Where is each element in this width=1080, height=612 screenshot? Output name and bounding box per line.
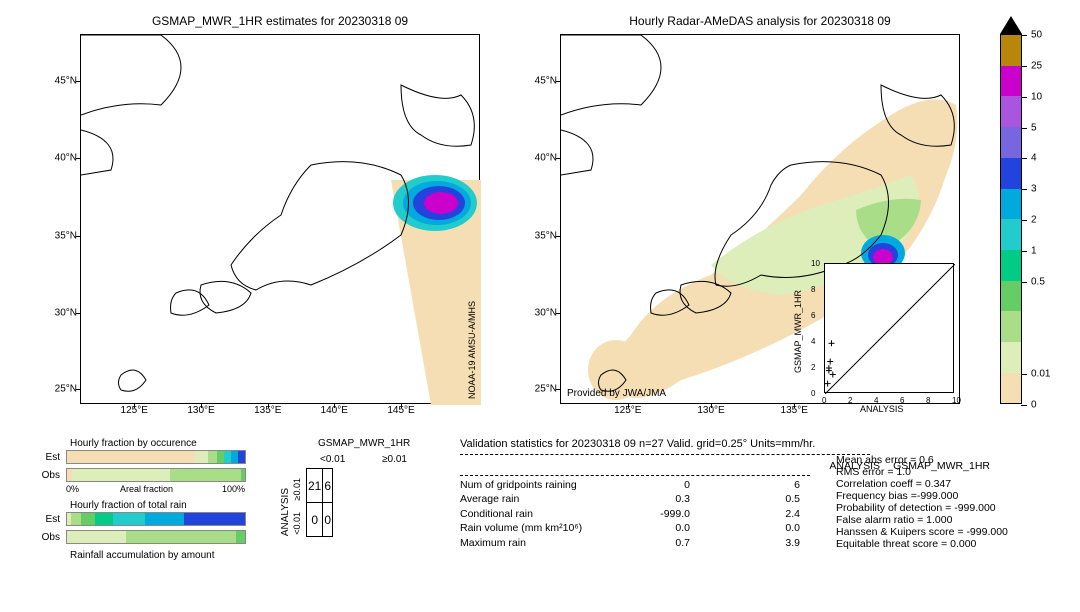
hf-est-label-2: Est xyxy=(30,514,60,525)
stats-right-row: Probability of detection = -999.000 xyxy=(836,502,1008,514)
ct-row1: ≥0.01 xyxy=(292,478,302,500)
ct-row2: <0.01 xyxy=(292,512,302,535)
colorbar-tick: 0 xyxy=(1031,400,1037,411)
stats-colh-0 xyxy=(460,459,810,473)
bar1-est xyxy=(66,450,246,464)
ytick-label: 35°N xyxy=(55,230,77,241)
colorbar-tick: 5 xyxy=(1031,122,1037,133)
ct-cell-00: 21 xyxy=(307,469,323,503)
scatter-ytick: 4 xyxy=(811,337,815,346)
stats-val-a: 0.0 xyxy=(620,521,700,535)
map1-panel: NOAA-19 AMSU-A/MHS 45°N40°N35°N30°N25°N1… xyxy=(80,34,480,404)
scatter-xtick: 8 xyxy=(926,396,930,405)
scatter-xtick: 0 xyxy=(822,396,826,405)
bar2-est xyxy=(66,512,246,526)
stats-val-a: 0 xyxy=(620,478,700,492)
ytick-label: 30°N xyxy=(55,307,77,318)
ct-cell-11: 0 xyxy=(323,503,333,537)
stats-right-row: Equitable threat score = 0.000 xyxy=(836,538,1008,550)
ct-col1: <0.01 xyxy=(320,454,345,465)
ytick-label: 40°N xyxy=(55,153,77,164)
ct-title: GSMAP_MWR_1HR xyxy=(318,438,410,449)
scatter-panel: 00224466881010 xyxy=(824,263,954,393)
stats-val-a: 0.7 xyxy=(620,536,700,550)
colorbar: 502510543210.50.010 xyxy=(1000,34,1022,404)
ytick-label: 25°N xyxy=(55,384,77,395)
ytick-label: 40°N xyxy=(535,153,557,164)
colorbar-tick: 1 xyxy=(1031,245,1037,256)
map2-title: Hourly Radar-AMeDAS analysis for 2023031… xyxy=(560,14,960,28)
scatter-ytick: 6 xyxy=(811,311,815,320)
hf-obs-label-1: Obs xyxy=(30,470,60,481)
scatter-ytick: 8 xyxy=(811,285,815,294)
ytick-label: 45°N xyxy=(55,76,77,87)
colorbar-tick: 4 xyxy=(1031,153,1037,164)
stats-left: Num of gridpoints raining06Average rain0… xyxy=(460,478,810,550)
stats-val-b: 0.5 xyxy=(700,492,810,506)
stats-right-row: RMS error = 1.0 xyxy=(836,466,1008,478)
colorbar-tick: 50 xyxy=(1031,30,1042,41)
stats-val-b: 2.4 xyxy=(700,507,810,521)
hf-title3: Rainfall accumulation by amount xyxy=(70,550,215,561)
stats-val-b: 6 xyxy=(700,478,810,492)
ct-rowaxis: ANALYSIS xyxy=(280,488,291,536)
hf-axis-label: Areal fraction xyxy=(120,484,173,494)
colorbar-tick: 25 xyxy=(1031,60,1042,71)
stats-val-a: -999.0 xyxy=(620,507,700,521)
map1-title: GSMAP_MWR_1HR estimates for 20230318 09 xyxy=(80,14,480,28)
stats-right-row: Hanssen & Kuipers score = -999.000 xyxy=(836,526,1008,538)
ct-col2: ≥0.01 xyxy=(382,454,407,465)
stats-row-label: Maximum rain xyxy=(460,536,620,550)
colorbar-tick: 0.01 xyxy=(1031,369,1050,380)
hf-title2: Hourly fraction of total rain xyxy=(70,500,187,511)
stats-val-b: 3.9 xyxy=(700,536,810,550)
map2-footer: Provided by JWA/JMA xyxy=(567,388,666,399)
hf-est-label-1: Est xyxy=(30,452,60,463)
stats-right-row: False alarm ratio = 1.000 xyxy=(836,514,1008,526)
ytick-label: 30°N xyxy=(535,307,557,318)
bar2-obs xyxy=(66,530,246,544)
stats-val-a: 0.3 xyxy=(620,492,700,506)
stats-row-label: Rain volume (mm km²10⁶) xyxy=(460,521,620,535)
stats-val-b: 0.0 xyxy=(700,521,810,535)
scatter-xlabel: ANALYSIS xyxy=(860,404,903,414)
stats-right-row: Correlation coeff = 0.347 xyxy=(836,478,1008,490)
scatter-xtick: 10 xyxy=(952,396,961,405)
ytick-label: 45°N xyxy=(535,76,557,87)
colorbar-tick: 3 xyxy=(1031,184,1037,195)
hf-axis-right: 100% xyxy=(222,484,245,494)
scatter-ytick: 2 xyxy=(811,363,815,372)
ct-table: 216 00 xyxy=(306,468,333,537)
satellite-label: NOAA-19 AMSU-A/MHS xyxy=(467,301,477,399)
colorbar-tick: 10 xyxy=(1031,91,1042,102)
hf-title1: Hourly fraction by occurence xyxy=(70,438,197,449)
ytick-label: 25°N xyxy=(535,384,557,395)
stats-block: Validation statistics for 20230318 09 n=… xyxy=(460,438,1060,550)
ct-cell-10: 0 xyxy=(307,503,323,537)
stats-header: Validation statistics for 20230318 09 n=… xyxy=(460,438,815,450)
stats-row-label: Conditional rain xyxy=(460,507,620,521)
bar1-obs xyxy=(66,468,246,482)
scatter-ytick: 0 xyxy=(811,389,815,398)
map1-svg xyxy=(81,35,481,405)
stats-row-label: Num of gridpoints raining xyxy=(460,478,620,492)
stats-right-row: Frequency bias =-999.000 xyxy=(836,490,1008,502)
stats-right: Mean abs error = 0.6RMS error = 1.0Corre… xyxy=(836,454,1008,550)
hf-obs-label-2: Obs xyxy=(30,532,60,543)
ct-cell-01: 6 xyxy=(323,469,333,503)
hf-axis-left: 0% xyxy=(66,484,79,494)
scatter-ylabel: GSMAP_MWR_1HR xyxy=(793,290,803,373)
colorbar-tick: 2 xyxy=(1031,215,1037,226)
scatter-xtick: 2 xyxy=(848,396,852,405)
scatter-ytick: 10 xyxy=(811,259,820,268)
ytick-label: 35°N xyxy=(535,230,557,241)
scatter-svg xyxy=(825,264,955,394)
colorbar-tick: 0.5 xyxy=(1031,276,1045,287)
stats-right-row: Mean abs error = 0.6 xyxy=(836,454,1008,466)
stats-row-label: Average rain xyxy=(460,492,620,506)
